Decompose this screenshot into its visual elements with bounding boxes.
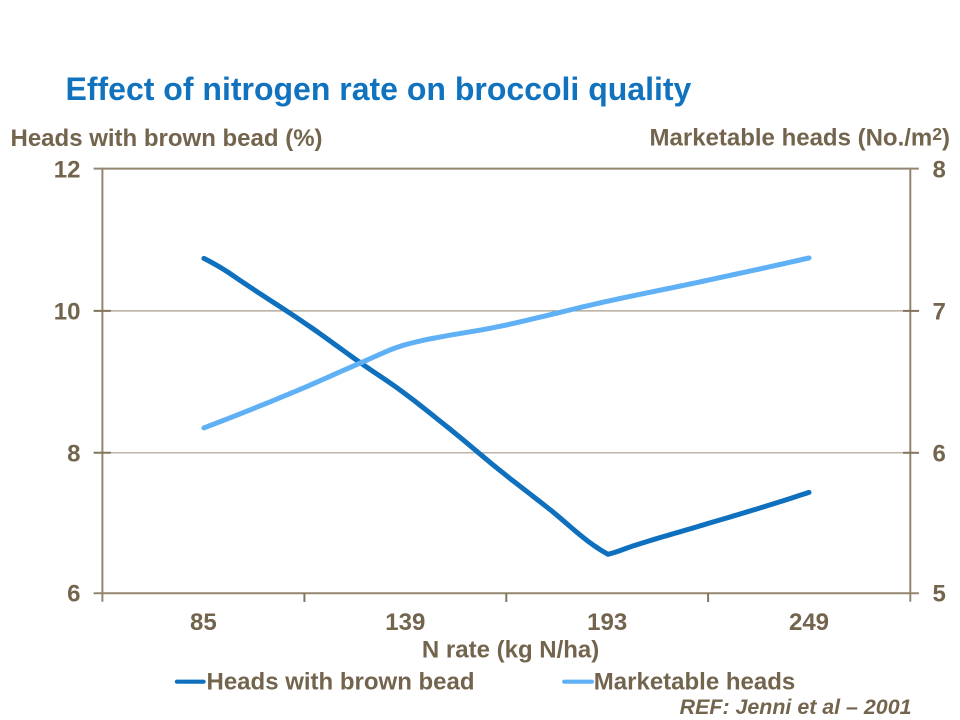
svg-text:7: 7 — [933, 299, 946, 326]
svg-text:Effect of nitrogen rate on bro: Effect of nitrogen rate on broccoli qual… — [66, 71, 692, 107]
svg-text:193: 193 — [587, 609, 627, 636]
svg-text:8: 8 — [933, 157, 946, 184]
svg-text:REF: Jenni et al – 2001: REF: Jenni et al – 2001 — [680, 695, 912, 719]
svg-text:N rate (kg N/ha): N rate (kg N/ha) — [422, 636, 599, 663]
svg-text:249: 249 — [789, 609, 829, 636]
svg-text:6: 6 — [933, 441, 946, 468]
svg-text:Heads with brown bead (%): Heads with brown bead (%) — [11, 125, 323, 152]
svg-text:Marketable heads: Marketable heads — [594, 669, 795, 696]
svg-text:5: 5 — [933, 581, 946, 608]
svg-text:Marketable heads (No./m2): Marketable heads (No./m2) — [650, 124, 950, 152]
svg-text:10: 10 — [54, 299, 81, 326]
svg-text:6: 6 — [67, 581, 80, 608]
svg-text:Heads with brown bead: Heads with brown bead — [207, 669, 475, 696]
svg-text:12: 12 — [54, 157, 81, 184]
svg-text:85: 85 — [190, 609, 217, 636]
svg-text:8: 8 — [67, 441, 80, 468]
svg-text:139: 139 — [385, 609, 425, 636]
